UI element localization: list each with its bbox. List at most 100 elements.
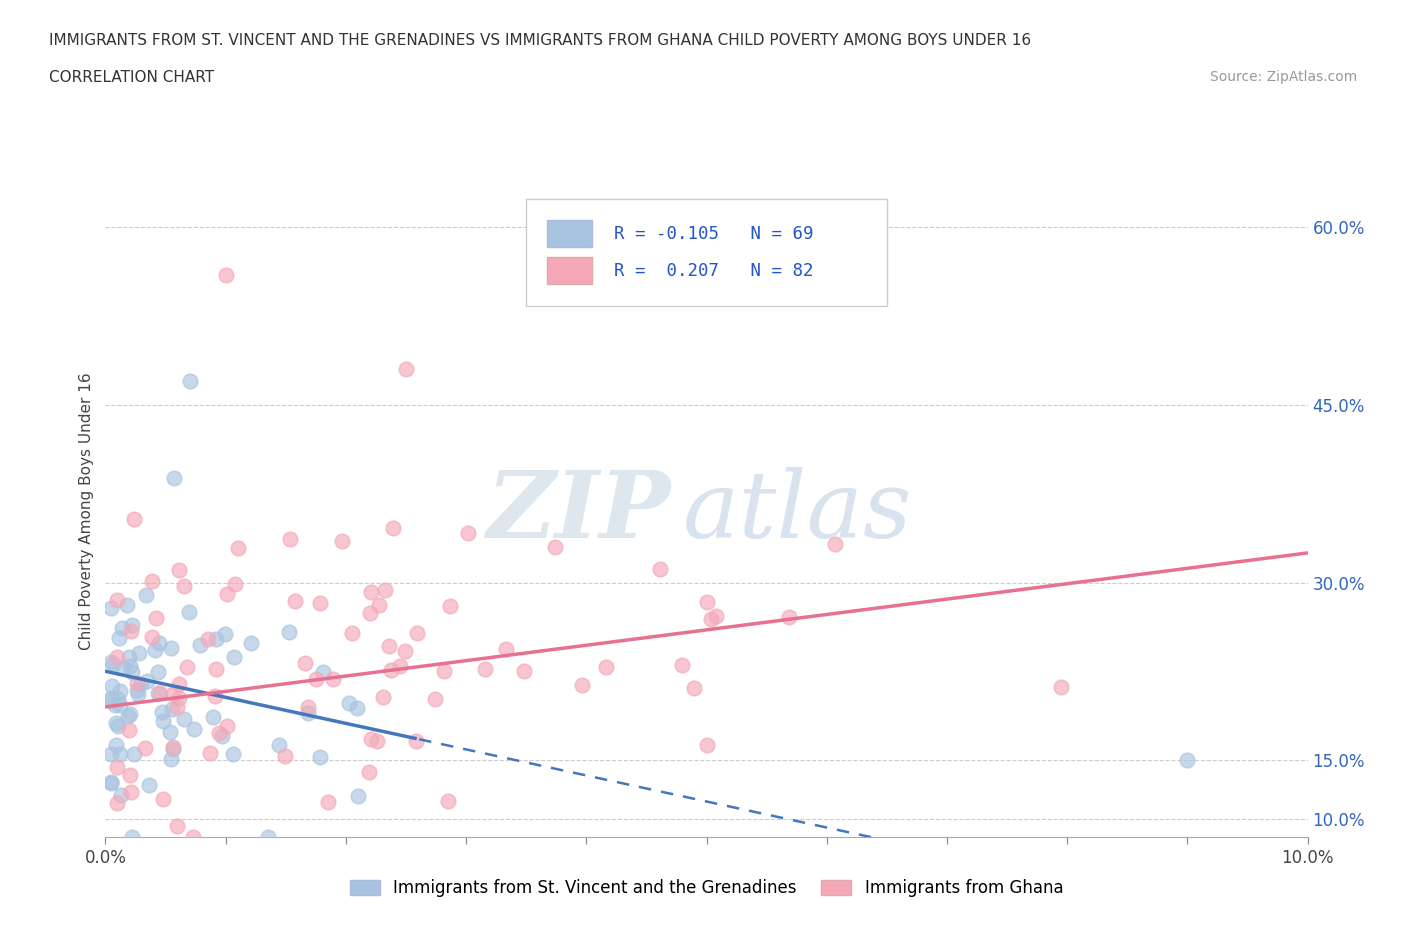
Point xyxy=(360,731,382,746)
Point xyxy=(340,626,363,641)
Point xyxy=(160,641,183,656)
Point xyxy=(495,642,517,657)
Point xyxy=(267,737,290,752)
Point xyxy=(311,665,333,680)
Point xyxy=(696,595,718,610)
Point xyxy=(346,701,368,716)
Point xyxy=(208,726,231,741)
Point xyxy=(305,671,328,686)
Point xyxy=(1049,679,1071,694)
Point xyxy=(316,795,339,810)
Point xyxy=(138,777,160,792)
Point xyxy=(683,680,706,695)
Point xyxy=(122,747,145,762)
Point xyxy=(215,719,238,734)
Point xyxy=(100,747,122,762)
Point xyxy=(162,742,184,757)
Point xyxy=(214,626,236,641)
Point xyxy=(214,267,236,282)
Point xyxy=(778,610,800,625)
Point xyxy=(107,593,129,608)
Point xyxy=(224,649,246,664)
Point xyxy=(108,747,131,762)
Point xyxy=(274,748,297,763)
Point xyxy=(159,724,181,739)
Point xyxy=(595,659,617,674)
Point xyxy=(650,561,672,576)
Point xyxy=(297,699,319,714)
Point xyxy=(202,710,225,724)
Point xyxy=(108,631,131,645)
Point xyxy=(101,657,124,671)
Point xyxy=(389,658,412,673)
Y-axis label: Child Poverty Among Boys Under 16: Child Poverty Among Boys Under 16 xyxy=(79,373,94,650)
Point xyxy=(337,696,360,711)
Point xyxy=(129,677,152,692)
Point xyxy=(284,593,307,608)
Point xyxy=(183,722,205,737)
Point xyxy=(148,635,170,650)
Point xyxy=(100,775,122,790)
Point xyxy=(127,686,149,701)
Point xyxy=(374,583,396,598)
Point xyxy=(177,604,200,619)
Text: Source: ZipAtlas.com: Source: ZipAtlas.com xyxy=(1209,70,1357,84)
Point xyxy=(122,512,145,526)
Point xyxy=(163,471,186,485)
Point xyxy=(394,644,416,658)
Point xyxy=(176,660,198,675)
Point xyxy=(204,688,226,703)
Point xyxy=(121,618,143,633)
Point xyxy=(330,534,353,549)
Point xyxy=(145,611,167,626)
Point xyxy=(366,733,388,748)
Point xyxy=(120,659,142,674)
Point xyxy=(699,612,721,627)
Point xyxy=(160,701,183,716)
Point xyxy=(309,750,332,764)
Text: R = -0.105   N = 69: R = -0.105 N = 69 xyxy=(614,224,814,243)
Point xyxy=(162,686,184,701)
Point xyxy=(433,664,456,679)
Point xyxy=(513,664,536,679)
Point xyxy=(152,791,174,806)
Text: R =  0.207   N = 82: R = 0.207 N = 82 xyxy=(614,261,814,280)
Point xyxy=(118,722,141,737)
Point xyxy=(150,705,173,720)
Point xyxy=(167,691,190,706)
Point xyxy=(100,691,122,706)
Point xyxy=(571,678,593,693)
FancyBboxPatch shape xyxy=(547,219,592,247)
Point xyxy=(121,665,143,680)
Point xyxy=(136,673,159,688)
Point xyxy=(360,585,382,600)
Point xyxy=(359,764,381,779)
Point xyxy=(215,587,238,602)
Point xyxy=(143,643,166,658)
Text: atlas: atlas xyxy=(682,467,912,556)
Point xyxy=(120,767,142,782)
Point xyxy=(544,539,567,554)
Point xyxy=(108,698,131,712)
Point xyxy=(436,793,458,808)
Text: IMMIGRANTS FROM ST. VINCENT AND THE GRENADINES VS IMMIGRANTS FROM GHANA CHILD PO: IMMIGRANTS FROM ST. VINCENT AND THE GREN… xyxy=(49,33,1032,47)
Point xyxy=(224,577,246,591)
Point xyxy=(148,665,170,680)
Point xyxy=(110,620,132,635)
Text: ZIP: ZIP xyxy=(486,467,671,556)
Point xyxy=(395,362,418,377)
Point xyxy=(696,737,718,752)
Point xyxy=(181,830,204,844)
Point xyxy=(197,631,219,646)
Point xyxy=(297,706,319,721)
Point xyxy=(118,650,141,665)
Point xyxy=(105,715,128,730)
FancyBboxPatch shape xyxy=(526,199,887,307)
Point xyxy=(107,692,129,707)
Point xyxy=(278,624,301,639)
Point xyxy=(368,597,391,612)
Point xyxy=(117,709,139,724)
Point xyxy=(222,746,245,761)
Point xyxy=(257,830,280,844)
Point xyxy=(110,788,132,803)
